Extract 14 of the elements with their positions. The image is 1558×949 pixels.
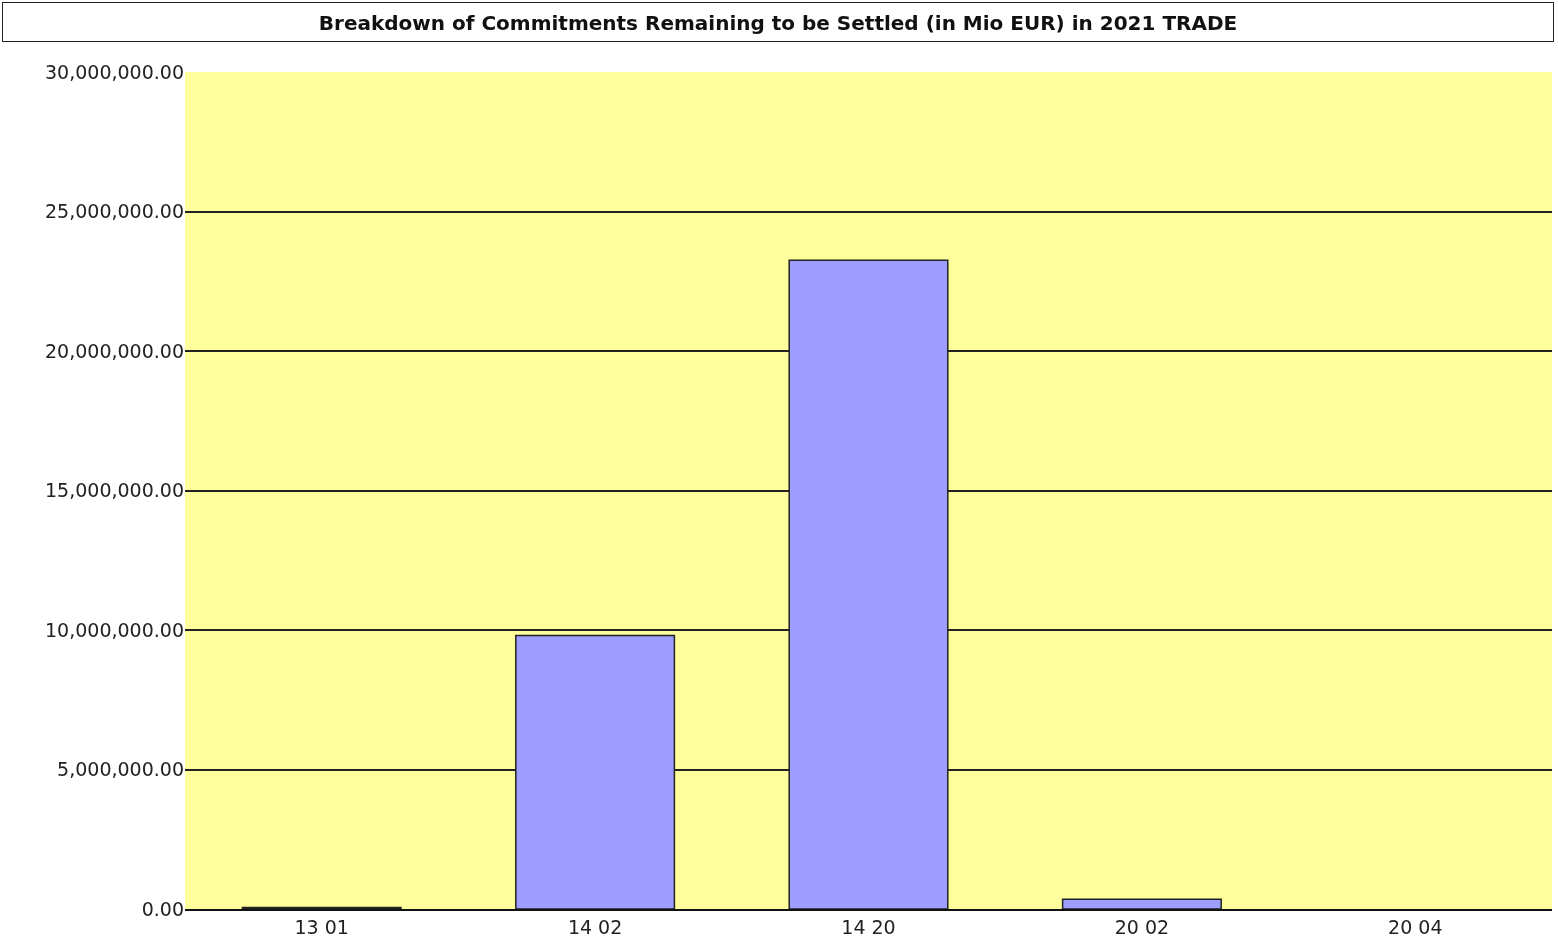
chart-title: Breakdown of Commitments Remaining to be Settled (in Mio EUR) in 2021 TRADE	[2, 2, 1554, 42]
bar	[1061, 898, 1222, 909]
y-tick-label: 15,000,000.00	[44, 479, 184, 502]
x-tick-label: 20 04	[1388, 915, 1443, 938]
y-tick-label: 20,000,000.00	[44, 339, 184, 362]
x-tick-label: 14 02	[567, 915, 623, 938]
y-tick-label: 30,000,000.00	[44, 60, 184, 83]
x-tick-label: 14 20	[841, 915, 896, 938]
y-tick-label: 0.00	[141, 897, 184, 920]
y-tick-label: 10,000,000.00	[44, 618, 184, 641]
y-tick-label: 25,000,000.00	[44, 200, 184, 223]
y-tick-label: 5,000,000.00	[57, 758, 184, 781]
x-tick-label: 20 02	[1114, 915, 1170, 938]
x-tick-label: 13 01	[294, 915, 349, 938]
